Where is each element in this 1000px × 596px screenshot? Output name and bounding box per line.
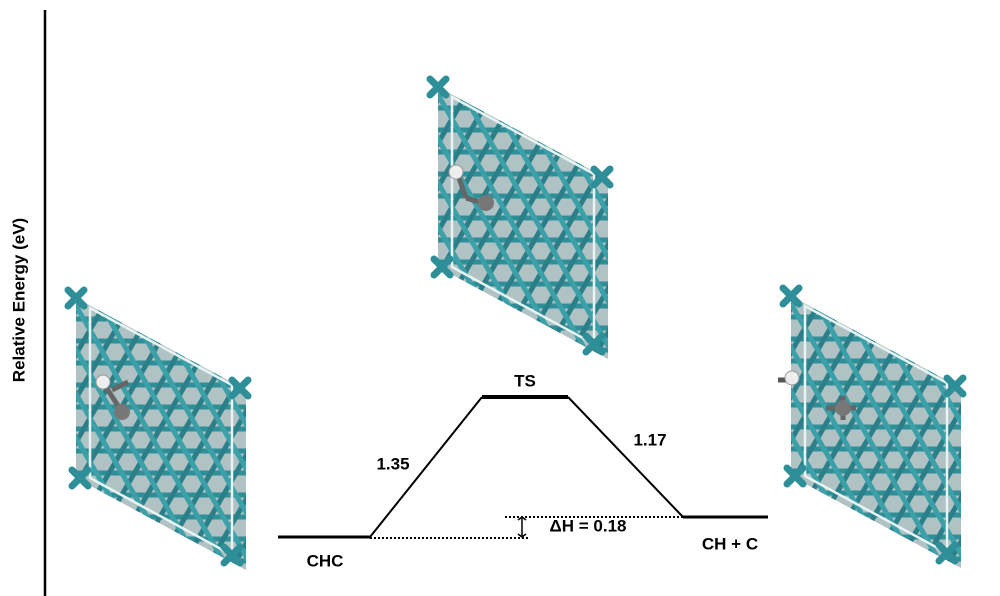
state-label: TS: [514, 371, 536, 390]
axis-label: Relative Energy (eV): [9, 218, 28, 382]
structure-chc: [68, 290, 248, 570]
state-label: CHC: [307, 551, 344, 570]
barrier-label: 1.17: [633, 430, 666, 449]
energy-profile: [278, 397, 768, 538]
state-label: CH + C: [702, 534, 758, 553]
enthalpy-label: ΔH = 0.18: [550, 516, 627, 535]
structure-ch-c: [778, 288, 963, 568]
energy-diagram: Relative Energy (eV) CHC TS CH + C 1.35 …: [0, 0, 1000, 596]
barrier-label: 1.35: [376, 454, 409, 473]
structure-ts: [430, 79, 610, 359]
